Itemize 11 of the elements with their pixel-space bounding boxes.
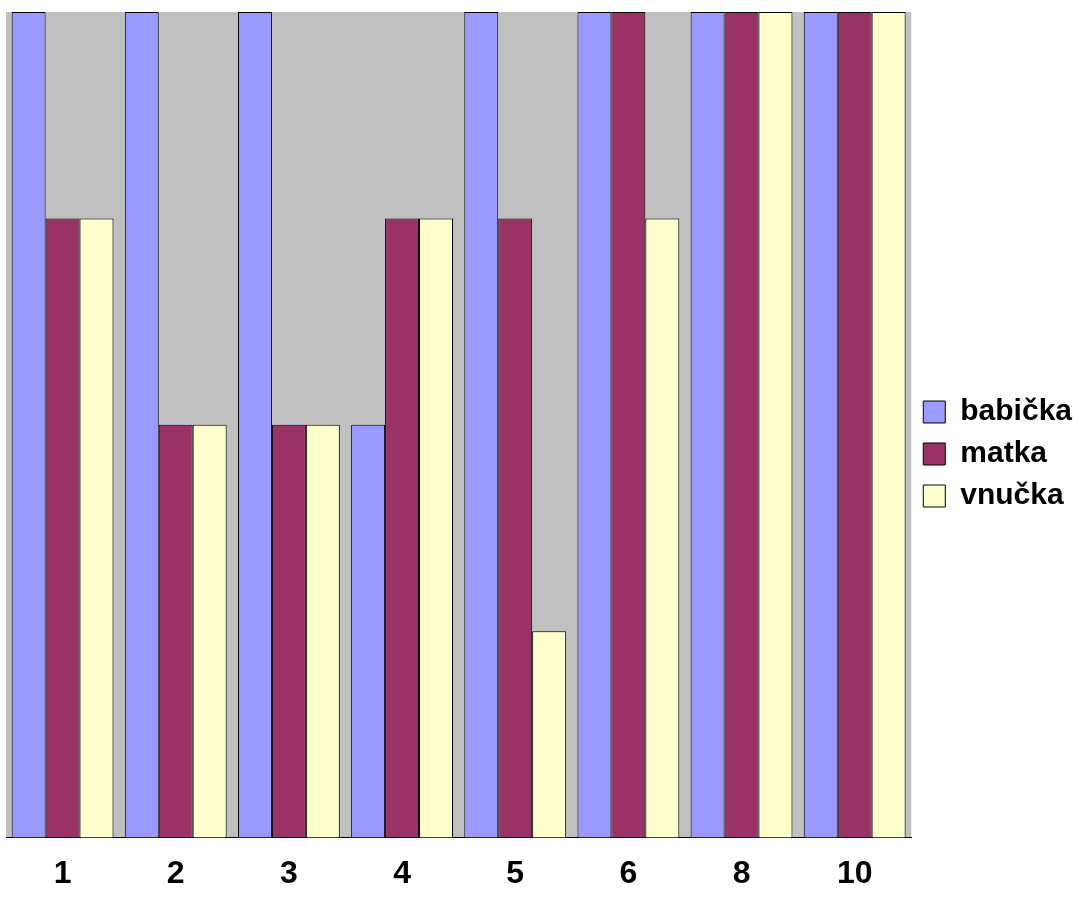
- x-tick-label: 2: [166, 853, 185, 890]
- x-tick-label: 5: [506, 853, 525, 890]
- x-tick-label: 10: [836, 853, 873, 890]
- legend-label: matka: [960, 435, 1048, 469]
- x-tick-label: 4: [393, 853, 412, 890]
- legend-label: vnučka: [960, 477, 1064, 511]
- legend-label: babička: [960, 393, 1073, 427]
- x-tick-label: 8: [732, 853, 751, 890]
- x-tick-label: 6: [619, 853, 638, 890]
- x-tick-label: 1: [53, 853, 72, 890]
- x-tick-label: 3: [280, 853, 298, 890]
